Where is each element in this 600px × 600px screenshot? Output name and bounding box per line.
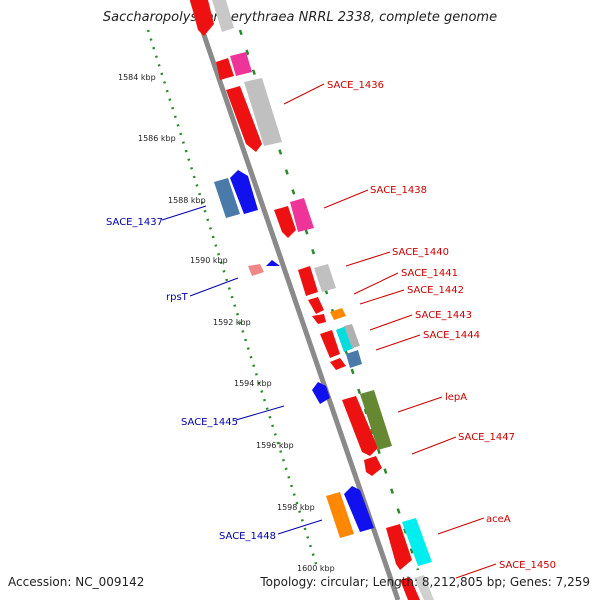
gene-arrow[interactable] — [342, 396, 378, 456]
gene-arrow[interactable] — [248, 264, 264, 276]
gene-label-sace-1442[interactable]: SACE_1442 — [407, 285, 464, 296]
gene-arrow[interactable] — [314, 264, 336, 292]
gene-arrow[interactable] — [360, 390, 392, 450]
gene-arrow[interactable] — [308, 297, 324, 314]
gene-arrow[interactable] — [400, 577, 420, 600]
gene-label-sace-1445[interactable]: SACE_1445 — [181, 417, 238, 428]
accession-text: Accession: NC_009142 — [8, 575, 145, 589]
plus-strand-genes — [190, 0, 434, 600]
gene-arrow[interactable] — [216, 58, 234, 80]
kbp-tick-label: 1600 kbp — [297, 564, 335, 573]
gene-arrow[interactable] — [330, 358, 346, 370]
gene-arrow[interactable] — [364, 456, 382, 476]
gene-label-sace-1450[interactable]: SACE_1450 — [499, 560, 556, 571]
gene-arrow[interactable] — [346, 350, 362, 368]
gene-label-rpst[interactable]: rpsT — [166, 292, 189, 303]
gene-arrow[interactable] — [402, 518, 432, 566]
gene-arrow[interactable] — [326, 492, 354, 538]
kbp-ticks: 1584 kbp 1586 kbp 1588 kbp 1590 kbp 1592… — [118, 73, 335, 573]
gene-arrow[interactable] — [230, 52, 252, 76]
gene-label-sace-1447[interactable]: SACE_1447 — [458, 432, 515, 443]
gene-arrow[interactable] — [230, 170, 258, 214]
kbp-tick-label: 1596 kbp — [256, 441, 294, 450]
gene-arrow[interactable] — [290, 198, 314, 232]
gene-label-sace-1448[interactable]: SACE_1448 — [219, 531, 276, 542]
gene-arrow[interactable] — [244, 78, 282, 146]
gene-label-sace-1444[interactable]: SACE_1444 — [423, 330, 480, 341]
gene-label-acea[interactable]: aceA — [486, 514, 511, 525]
gene-label-sace-1440[interactable]: SACE_1440 — [392, 247, 449, 258]
gene-arrow[interactable] — [330, 308, 346, 320]
gene-label-sace-1438[interactable]: SACE_1438 — [370, 185, 427, 196]
gene-arrow[interactable] — [344, 486, 374, 532]
gene-arrow[interactable] — [212, 0, 234, 32]
genome-summary-text: Topology: circular; Length: 8,212,805 bp… — [260, 575, 590, 589]
minus-label-leaders — [161, 205, 323, 535]
gene-label-lepa[interactable]: lepA — [445, 392, 467, 403]
plus-gene-labels: SACE_1436 SACE_1438 SACE_1440 SACE_1441 … — [327, 80, 556, 571]
gene-arrow[interactable] — [320, 330, 340, 358]
kbp-tick-label: 1588 kbp — [168, 196, 206, 205]
gene-arrow[interactable] — [336, 326, 354, 352]
plus-label-leaders — [283, 83, 497, 579]
gene-label-sace-1436[interactable]: SACE_1436 — [327, 80, 384, 91]
gene-arrow[interactable] — [266, 260, 280, 266]
minus-gene-labels: SACE_1437 rpsT SACE_1445 SACE_1448 — [106, 217, 276, 542]
gene-label-sace-1443[interactable]: SACE_1443 — [415, 310, 472, 321]
gene-arrow[interactable] — [190, 0, 214, 36]
kbp-tick-label: 1592 kbp — [213, 318, 251, 327]
kbp-tick-label: 1584 kbp — [118, 73, 156, 82]
gene-arrow[interactable] — [214, 178, 240, 218]
gene-arrow[interactable] — [344, 324, 360, 348]
gene-label-sace-1437[interactable]: SACE_1437 — [106, 217, 163, 228]
gene-arrow[interactable] — [298, 266, 318, 296]
gene-arrow[interactable] — [312, 382, 330, 404]
gene-arrow[interactable] — [414, 575, 434, 600]
minus-strand-genes — [214, 170, 374, 538]
kbp-tick-label: 1586 kbp — [138, 134, 176, 143]
gene-label-sace-1441[interactable]: SACE_1441 — [401, 268, 458, 279]
gene-arrow[interactable] — [226, 86, 262, 152]
gene-arrow[interactable] — [274, 206, 296, 238]
kbp-tick-label: 1590 kbp — [190, 256, 228, 265]
kbp-tick-label: 1594 kbp — [234, 379, 272, 388]
kbp-tick-label: 1598 kbp — [277, 503, 315, 512]
gene-arrow[interactable] — [386, 524, 412, 570]
gene-arrow[interactable] — [312, 314, 326, 324]
